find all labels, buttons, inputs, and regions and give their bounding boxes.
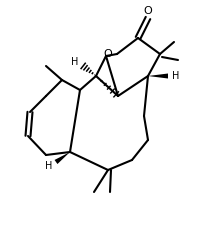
Text: O: O — [103, 49, 112, 59]
Text: H: H — [71, 57, 78, 67]
Text: H: H — [172, 71, 179, 81]
Polygon shape — [148, 73, 168, 79]
Text: O: O — [144, 6, 152, 16]
Polygon shape — [55, 152, 70, 164]
Text: H: H — [45, 161, 52, 171]
